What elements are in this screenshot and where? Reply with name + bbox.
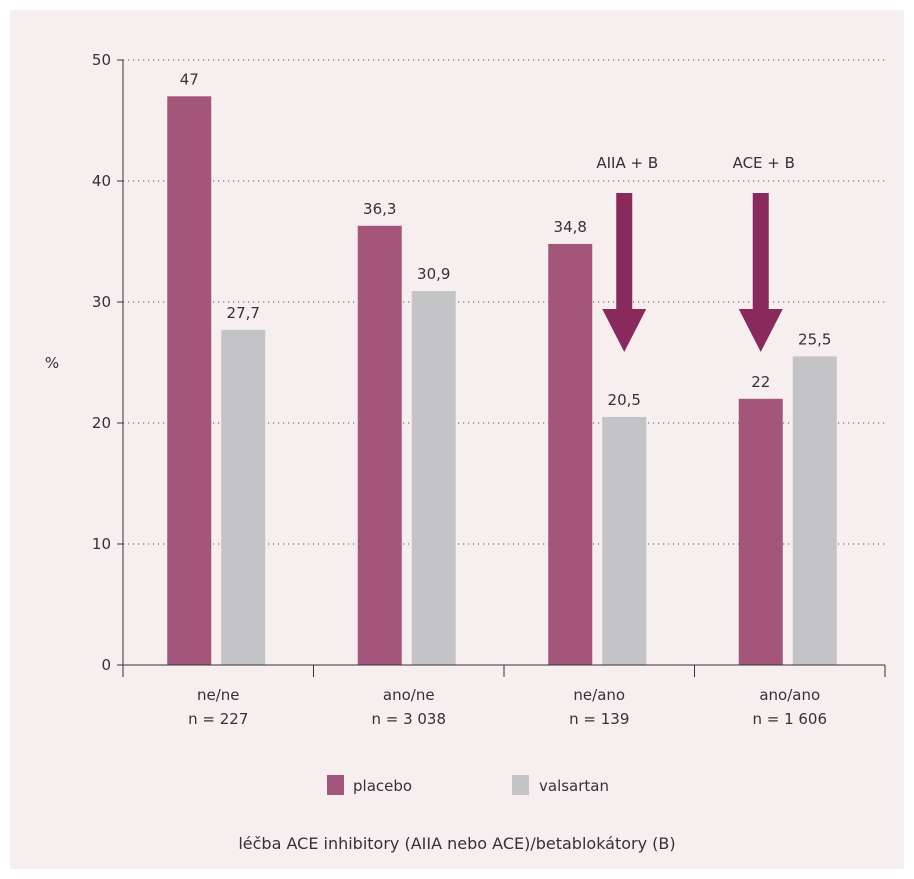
category-label: ne/ne — [197, 686, 240, 704]
bar-valsartan — [221, 329, 266, 665]
y-tick-label: 30 — [92, 293, 111, 311]
bar-valsartan — [602, 416, 647, 665]
legend-swatch-valsartan — [512, 775, 529, 795]
bar-placebo — [167, 96, 212, 666]
legend-label-valsartan: valsartan — [539, 777, 609, 795]
bar-placebo — [357, 225, 402, 665]
value-label: 34,8 — [554, 218, 587, 236]
category-count-label: n = 3 038 — [371, 710, 446, 728]
value-label: 25,5 — [798, 330, 831, 348]
category-count-label: n = 139 — [569, 710, 629, 728]
annotation-arrow-shaft — [752, 193, 769, 309]
legend-swatch-placebo — [327, 775, 344, 795]
bar-placebo — [548, 243, 593, 666]
category-count-label: n = 1 606 — [752, 710, 827, 728]
category-label: ne/ano — [573, 686, 625, 704]
y-axis-label: % — [45, 354, 59, 372]
annotation-arrow-head — [738, 309, 783, 352]
y-tick-label: 10 — [92, 535, 111, 553]
value-label: 22 — [751, 373, 770, 391]
value-label: 20,5 — [608, 391, 641, 409]
annotations: AIIA + B ACE + B — [596, 154, 795, 352]
y-tick-label: 20 — [92, 414, 111, 432]
y-tick-label: 50 — [92, 51, 111, 69]
annotation-label: ACE + B — [733, 154, 795, 172]
value-label: 36,3 — [363, 200, 396, 218]
value-label: 30,9 — [417, 265, 450, 283]
x-axis-title: léčba ACE inhibitory (AIIA nebo ACE)/bet… — [238, 834, 675, 853]
category-label: ano/ano — [759, 686, 820, 704]
value-label: 27,7 — [227, 304, 260, 322]
annotation-label: AIIA + B — [596, 154, 658, 172]
axes — [117, 59, 886, 677]
bar-valsartan — [411, 291, 456, 665]
category-count-label: n = 227 — [188, 710, 248, 728]
value-label: 47 — [180, 70, 199, 88]
labels: 0 10 20 30 40 50 ne/ne n = 227 47 27,7 ano/ne n = 3… — [92, 51, 832, 728]
legend-label-placebo: placebo — [353, 777, 412, 795]
annotation-arrow-head — [602, 309, 647, 352]
y-tick-label: 0 — [101, 656, 111, 674]
bar-valsartan — [792, 356, 837, 665]
legend: placebo valsartan — [327, 775, 609, 795]
bar-placebo — [738, 398, 783, 665]
category-label: ano/ne — [383, 686, 435, 704]
y-tick-label: 40 — [92, 172, 111, 190]
bars — [167, 96, 837, 666]
annotation-arrow-shaft — [616, 193, 633, 309]
